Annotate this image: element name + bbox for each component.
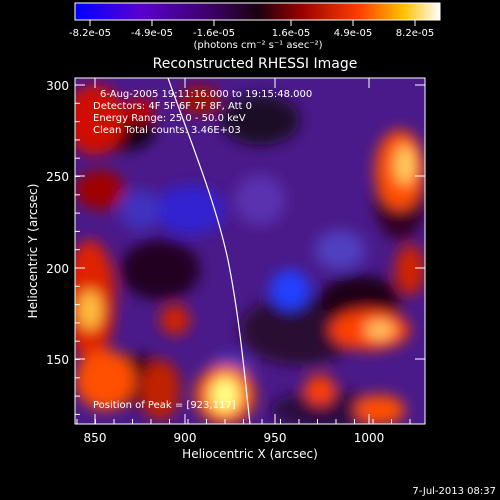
colorbar-tick-label: -8.2e-05	[69, 28, 111, 39]
info-line-energy: Energy Range: 25.0 - 50.0 keV	[93, 113, 246, 124]
x-axis-ticks: 850 900 950 1000	[76, 78, 411, 445]
peak-position-label: Position of Peak = [923,117]	[93, 400, 236, 411]
y-tick-label: 150	[46, 353, 69, 367]
colorbar-gradient	[74, 2, 441, 21]
colorbar-tick-label: 8.2e-05	[396, 28, 434, 39]
colorbar-tick-label: -4.9e-05	[131, 28, 173, 39]
y-axis-label: Heliocentric Y (arcsec)	[26, 184, 40, 319]
y-tick-label: 200	[46, 262, 69, 276]
info-line-clean: Clean Total counts: 3.46E+03	[93, 125, 241, 136]
info-line-detectors: Detectors: 4F 5F 6F 7F 8F, Att 0	[93, 101, 252, 112]
footer-timestamp: 7-Jul-2013 08:37	[412, 486, 496, 497]
y-tick-label: 250	[46, 170, 69, 184]
info-block: 6-Aug-2005 19:11:16.000 to 19:15:48.000 …	[93, 89, 312, 136]
y-tick-label: 300	[46, 79, 69, 93]
x-tick-label: 850	[84, 431, 107, 445]
colorbar-ticks: -8.2e-05 -4.9e-05 -1.6e-05 1.6e-05 4.9e-05 8.…	[69, 20, 434, 39]
colorbar-unit-label: (photons cm⁻² s⁻¹ asec⁻²)	[193, 40, 322, 51]
solar-limb-curve	[167, 78, 251, 424]
plot-title: Reconstructed RHESSI Image	[153, 56, 358, 72]
x-tick-label: 1000	[354, 431, 385, 445]
colorbar: -8.2e-05 -4.9e-05 -1.6e-05 1.6e-05 4.9e-05 8.…	[69, 2, 441, 51]
x-tick-label: 900	[174, 431, 197, 445]
colorbar-tick-label: -1.6e-05	[193, 28, 235, 39]
x-tick-label: 950	[264, 431, 287, 445]
y-axis-ticks: 300 250 200 150	[46, 79, 425, 415]
x-axis-label: Heliocentric X (arcsec)	[182, 447, 318, 461]
plot-frame	[74, 77, 426, 425]
image-map	[75, 78, 425, 424]
colorbar-tick-label: 4.9e-05	[334, 28, 372, 39]
info-line-time: 6-Aug-2005 19:11:16.000 to 19:15:48.000	[100, 89, 312, 100]
colorbar-tick-label: 1.6e-05	[272, 28, 310, 39]
